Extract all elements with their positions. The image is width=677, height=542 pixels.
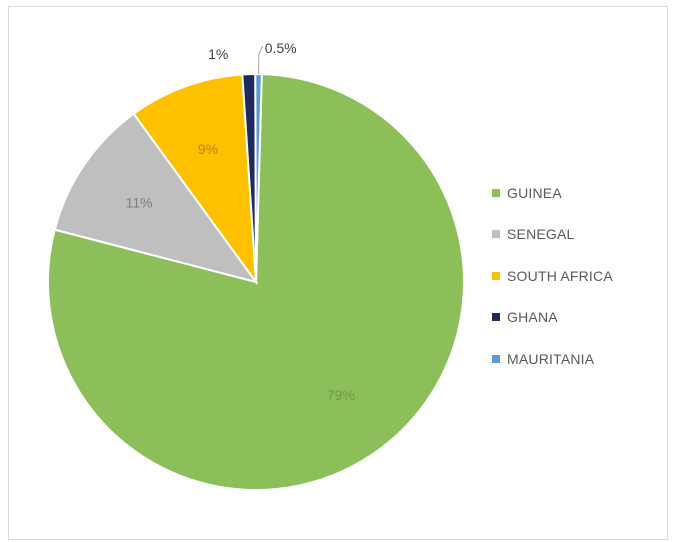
legend-label-guinea: GUINEA xyxy=(507,184,562,201)
legend-swatch-ghana xyxy=(492,313,500,322)
data-label-south-africa: 9% xyxy=(198,141,218,157)
legend-label-ghana: GHANA xyxy=(507,309,558,326)
legend-item-south-africa: SOUTH AFRICA xyxy=(492,255,662,297)
pie-slice-mauritania xyxy=(254,72,263,283)
legend: GUINEA SENEGAL SOUTH AFRICA GHANA MAURIT… xyxy=(492,172,662,380)
pie-slices xyxy=(47,72,465,491)
leader-line-mauritania xyxy=(258,45,264,75)
pie-data-labels: 79% 11% 9% 1% 0.5% xyxy=(126,40,355,403)
data-label-mauritania: 0.5% xyxy=(265,40,297,56)
legend-swatch-senegal xyxy=(492,230,500,239)
legend-label-mauritania: MAURITANIA xyxy=(507,350,595,367)
legend-label-senegal: SENEGAL xyxy=(507,226,575,243)
legend-label-south-africa: SOUTH AFRICA xyxy=(507,267,613,284)
legend-swatch-south-africa xyxy=(492,271,500,280)
legend-swatch-guinea xyxy=(492,188,500,197)
data-label-senegal: 11% xyxy=(126,194,153,210)
legend-item-guinea: GUINEA xyxy=(492,172,662,214)
legend-item-senegal: SENEGAL xyxy=(492,214,662,256)
data-label-ghana: 1% xyxy=(208,46,228,62)
data-label-guinea: 79% xyxy=(327,387,355,403)
legend-item-ghana: GHANA xyxy=(492,297,662,339)
pie-slice-senegal xyxy=(53,112,259,284)
legend-swatch-mauritania xyxy=(492,354,500,363)
legend-item-mauritania: MAURITANIA xyxy=(492,338,662,380)
pie-slice-south-africa xyxy=(132,73,258,286)
